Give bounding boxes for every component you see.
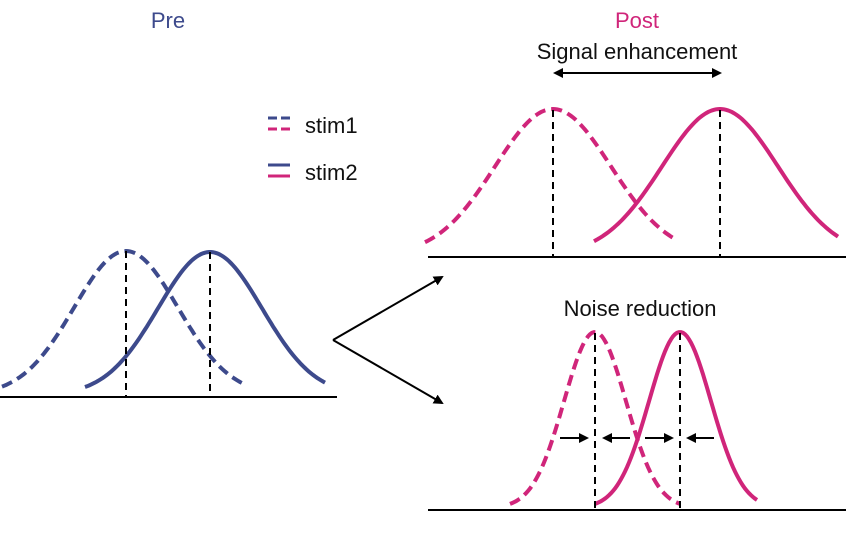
legend-item-stim1: stim1 <box>268 113 358 138</box>
noise-reduction-label: Noise reduction <box>564 296 717 321</box>
noise-reduction-panel: Noise reduction <box>428 296 846 511</box>
post-noise-stim1-curve <box>509 330 681 506</box>
signal-enhancement-label: Signal enhancement <box>537 39 738 64</box>
legend-label-stim1: stim1 <box>305 113 358 138</box>
post-title: Post <box>615 8 659 33</box>
post-noise-stim2-curve <box>594 330 759 506</box>
legend-swatch-solid-icon <box>268 163 290 178</box>
legend-item-stim2: stim2 <box>268 160 358 185</box>
legend-label-stim2: stim2 <box>305 160 358 185</box>
arrow-to-noise-panel <box>332 339 444 405</box>
pre-stim2-curve <box>84 250 326 389</box>
branch-arrows <box>332 275 444 405</box>
post-signal-stim1-curve <box>424 106 677 244</box>
legend-swatch-dashed-icon <box>268 116 290 131</box>
pre-panel <box>0 248 337 398</box>
post-signal-stim2-curve <box>593 106 840 243</box>
arrow-to-signal-panel <box>332 275 444 341</box>
pre-stim1-curve <box>1 248 247 389</box>
legend: stim1 stim2 <box>268 113 358 185</box>
signal-enhancement-panel: Signal enhancement <box>424 39 846 258</box>
pre-title: Pre <box>151 8 185 33</box>
